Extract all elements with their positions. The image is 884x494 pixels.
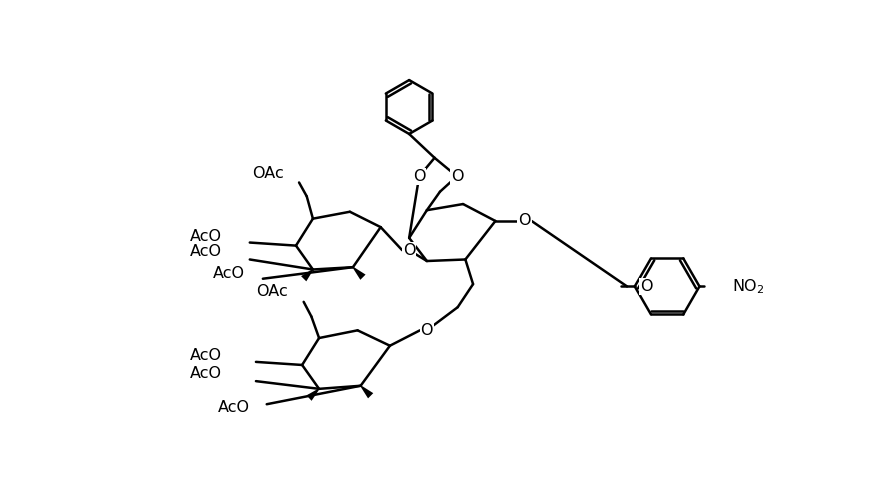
Text: AcO: AcO [190, 348, 222, 363]
Text: OAc: OAc [252, 166, 284, 181]
Text: O: O [403, 243, 415, 258]
Text: OAc: OAc [256, 285, 288, 299]
Text: NO$_2$: NO$_2$ [732, 277, 765, 296]
Text: O: O [421, 323, 433, 338]
Text: AcO: AcO [190, 229, 222, 244]
Polygon shape [361, 385, 373, 398]
Polygon shape [301, 269, 313, 282]
Text: O: O [518, 213, 531, 229]
Text: AcO: AcO [190, 244, 222, 259]
Text: O: O [451, 169, 463, 184]
Text: AcO: AcO [217, 400, 249, 415]
Polygon shape [353, 267, 366, 280]
Polygon shape [307, 388, 319, 401]
Text: AcO: AcO [213, 266, 245, 281]
Text: O: O [640, 279, 652, 294]
Text: AcO: AcO [190, 366, 222, 381]
Text: O: O [413, 169, 425, 184]
